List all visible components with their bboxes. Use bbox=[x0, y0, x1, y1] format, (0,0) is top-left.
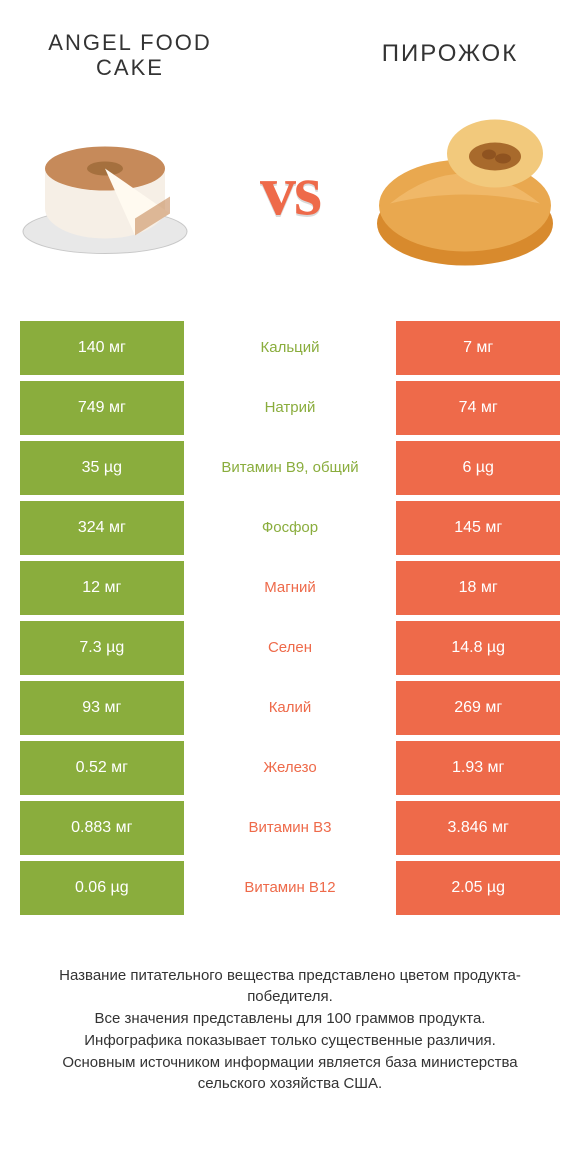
bun-icon bbox=[370, 103, 560, 273]
left-value: 324 мг bbox=[20, 501, 184, 555]
nutrient-label: Витамин B3 bbox=[184, 801, 397, 855]
left-value: 0.06 µg bbox=[20, 861, 184, 915]
right-value: 1.93 мг bbox=[396, 741, 560, 795]
right-value: 7 мг bbox=[396, 321, 560, 375]
right-value: 18 мг bbox=[396, 561, 560, 615]
left-title-line2: CAKE bbox=[96, 55, 164, 80]
right-value: 145 мг bbox=[396, 501, 560, 555]
nutrient-label: Железо bbox=[184, 741, 397, 795]
food-image-right bbox=[370, 103, 560, 278]
hero-row: vs bbox=[20, 91, 560, 291]
left-title-line1: ANGEL FOOD bbox=[48, 30, 211, 55]
right-value: 74 мг bbox=[396, 381, 560, 435]
food-image-left bbox=[20, 113, 190, 268]
table-row: 0.52 мгЖелезо1.93 мг bbox=[20, 741, 560, 795]
left-value: 35 µg bbox=[20, 441, 184, 495]
footer-line-1: Название питательного вещества представл… bbox=[30, 965, 550, 1009]
left-title: ANGEL FOOD CAKE bbox=[40, 30, 220, 81]
left-value: 749 мг bbox=[20, 381, 184, 435]
nutrient-label: Кальций bbox=[184, 321, 397, 375]
left-value: 12 мг bbox=[20, 561, 184, 615]
right-title: ПИРОЖОК bbox=[360, 30, 540, 68]
table-row: 140 мгКальций7 мг bbox=[20, 321, 560, 375]
table-row: 7.3 µgСелен14.8 µg bbox=[20, 621, 560, 675]
left-value: 7.3 µg bbox=[20, 621, 184, 675]
left-value: 0.883 мг bbox=[20, 801, 184, 855]
right-value: 3.846 мг bbox=[396, 801, 560, 855]
footer-notes: Название питательного вещества представл… bbox=[30, 965, 550, 1096]
comparison-table: 140 мгКальций7 мг749 мгНатрий74 мг35 µgВ… bbox=[20, 321, 560, 915]
table-row: 12 мгМагний18 мг bbox=[20, 561, 560, 615]
left-value: 0.52 мг bbox=[20, 741, 184, 795]
table-row: 0.06 µgВитамин B122.05 µg bbox=[20, 861, 560, 915]
nutrient-label: Фосфор bbox=[184, 501, 397, 555]
nutrient-label: Натрий bbox=[184, 381, 397, 435]
right-value: 14.8 µg bbox=[396, 621, 560, 675]
footer-line-4: Основным источником информации является … bbox=[30, 1052, 550, 1096]
left-value: 93 мг bbox=[20, 681, 184, 735]
nutrient-label: Калий bbox=[184, 681, 397, 735]
cake-icon bbox=[20, 113, 190, 263]
right-value: 2.05 µg bbox=[396, 861, 560, 915]
footer-line-3: Инфографика показывает только существенн… bbox=[30, 1030, 550, 1052]
table-row: 93 мгКалий269 мг bbox=[20, 681, 560, 735]
table-row: 35 µgВитамин B9, общий6 µg bbox=[20, 441, 560, 495]
table-row: 324 мгФосфор145 мг bbox=[20, 501, 560, 555]
table-row: 0.883 мгВитамин B33.846 мг bbox=[20, 801, 560, 855]
vs-badge: vs bbox=[260, 149, 320, 232]
nutrient-label: Витамин B9, общий bbox=[184, 441, 397, 495]
nutrient-label: Селен bbox=[184, 621, 397, 675]
table-row: 749 мгНатрий74 мг bbox=[20, 381, 560, 435]
right-value: 6 µg bbox=[396, 441, 560, 495]
left-value: 140 мг bbox=[20, 321, 184, 375]
nutrient-label: Витамин B12 bbox=[184, 861, 397, 915]
footer-line-2: Все значения представлены для 100 граммо… bbox=[30, 1008, 550, 1030]
vs-text: vs bbox=[260, 149, 320, 232]
header: ANGEL FOOD CAKE ПИРОЖОК bbox=[0, 0, 580, 91]
nutrient-label: Магний bbox=[184, 561, 397, 615]
right-value: 269 мг bbox=[396, 681, 560, 735]
